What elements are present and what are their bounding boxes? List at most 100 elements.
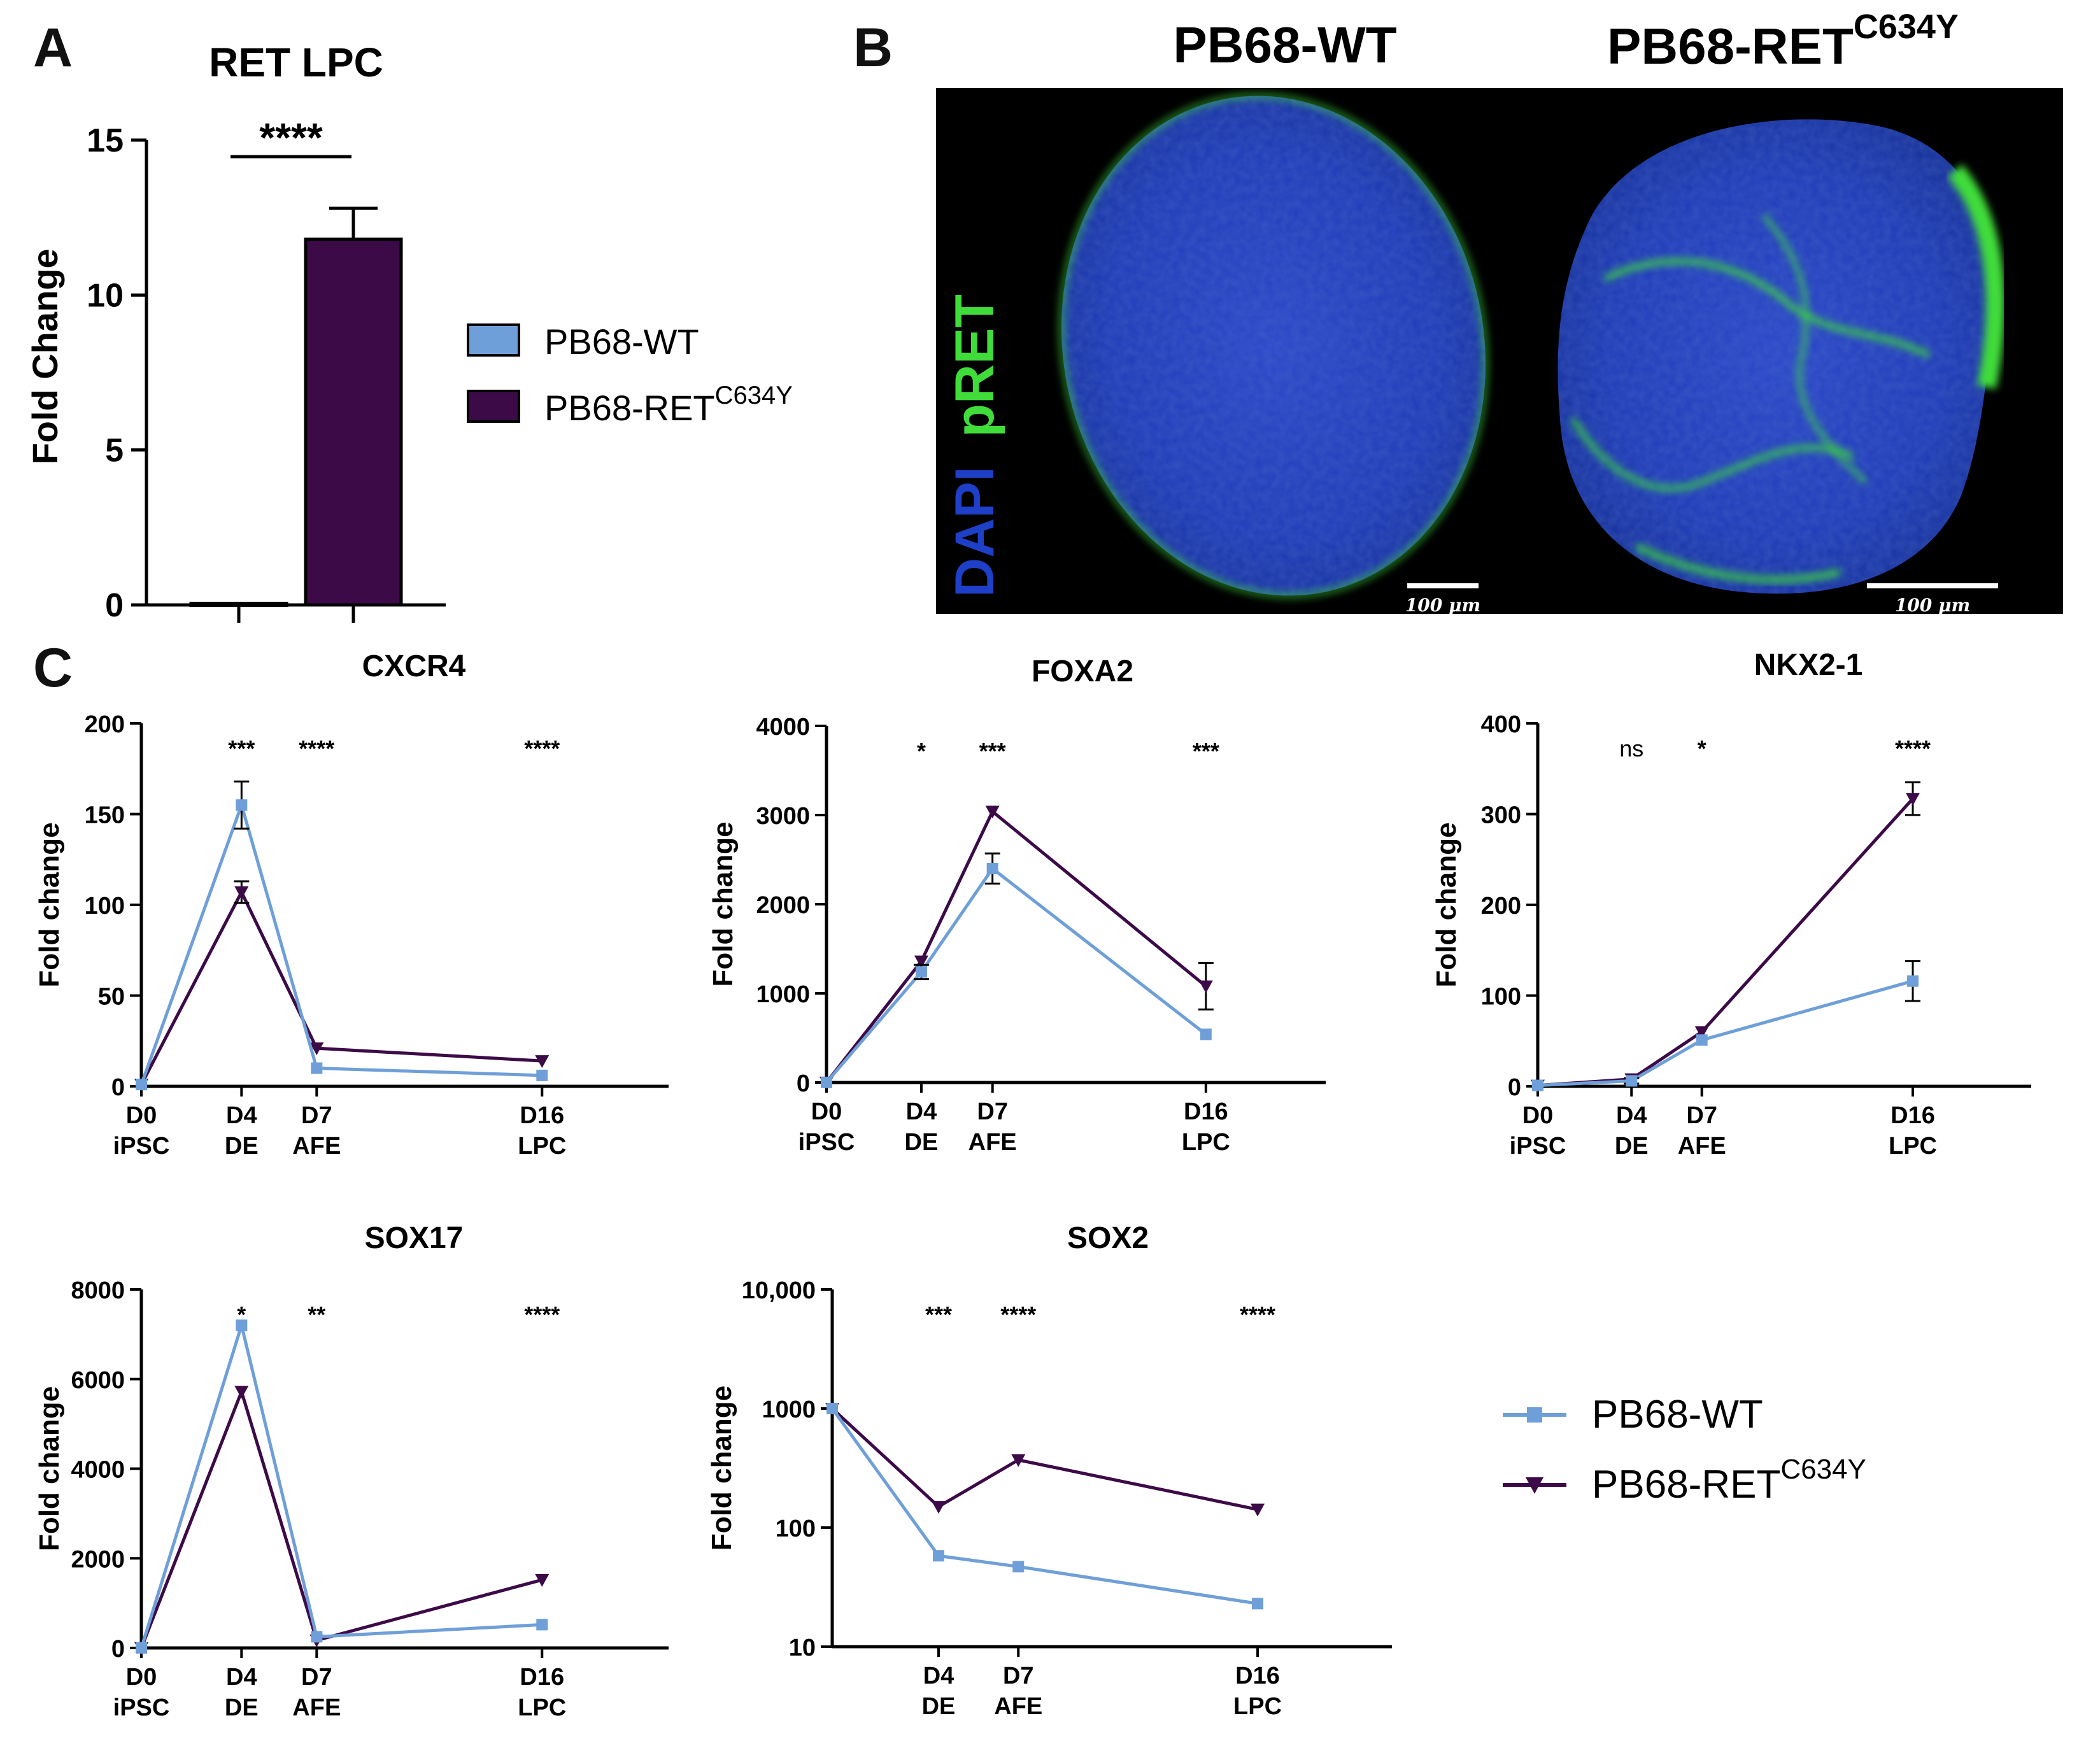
y-tick-label: 300: [1481, 802, 1521, 829]
micrograph-titles: PB68-WT PB68-RETC634Y: [1173, 8, 1959, 75]
line-legend: PB68-WT PB68-RETC634Y: [1503, 1393, 1866, 1507]
organoid-ret: [1557, 119, 2005, 594]
data-point-wt: [1907, 975, 1919, 987]
legend-swatch-ret: [467, 390, 520, 423]
x-tick-label: D4: [906, 1098, 937, 1125]
legend-marker-wt: [1527, 1407, 1542, 1423]
bar-chart: RET LPC Fold Change 0 5 10 15 **** PB68-WT P…: [25, 39, 793, 624]
chart-title: FOXA2: [1032, 655, 1133, 688]
data-point-ret: [1694, 1026, 1709, 1039]
x-tick-label: D4: [923, 1663, 954, 1689]
data-point-wt: [821, 1076, 832, 1088]
y-tick-label: 200: [1481, 893, 1521, 919]
data-point-ret: [1906, 793, 1920, 806]
bar-wt: [189, 602, 288, 607]
significance-marker: ****: [524, 1302, 560, 1328]
chart-ylabel: Fold change: [34, 1386, 65, 1551]
x-tick-label: AFE: [292, 1133, 341, 1160]
data-point-ret: [932, 1501, 946, 1514]
y-tick-label: 200: [85, 711, 125, 738]
x-tick-label: D7: [301, 1102, 332, 1129]
chart-nkx2-1: NKX2-1 Fold change 0 100 200 300 400 D0 iPSC D4 DE…: [1431, 648, 2031, 1160]
y-tick-label: 0: [111, 1074, 125, 1101]
data-point-wt: [236, 1319, 248, 1331]
bar-significance: ****: [259, 115, 323, 160]
series-line-ret: [139, 888, 543, 1086]
series-line-ret: [139, 1386, 543, 1649]
panel-label-c: C: [33, 637, 73, 699]
y-tick-label: 4000: [71, 1457, 125, 1484]
data-point-wt: [915, 966, 927, 978]
significance-marker: **: [308, 1302, 325, 1328]
significance-marker: ****: [524, 735, 560, 762]
x-tick-label: D7: [1686, 1102, 1717, 1129]
x-tick-label: D0: [1522, 1102, 1554, 1129]
series-line-ret: [825, 809, 1207, 1084]
x-tick-label: D16: [520, 1664, 564, 1691]
data-point-wt: [1012, 1561, 1025, 1573]
series-line-ret: [1537, 797, 1914, 1088]
data-point-ret: [309, 1042, 324, 1056]
data-point-wt: [136, 1079, 147, 1091]
bar-chart-title: RET LPC: [209, 39, 383, 85]
y-tick-label: 0: [797, 1070, 810, 1097]
chart-foxa2: FOXA2 Fold change 0 1000 2000 3000 4000 D0 iPSC D…: [707, 655, 1326, 1156]
x-tick-label: LPC: [1233, 1693, 1282, 1720]
significance-marker: *: [1698, 735, 1706, 762]
data-point-ret: [914, 955, 928, 969]
legend-marker-ret: [1526, 1477, 1543, 1494]
y-tick-label: 10: [789, 1635, 816, 1661]
x-tick-label: D16: [1235, 1663, 1280, 1689]
chart-title: SOX2: [1067, 1221, 1149, 1255]
y-tick-label: 150: [85, 802, 125, 829]
chart-ylabel: Fold change: [707, 821, 739, 986]
series-line-wt: [139, 800, 543, 1085]
x-tick-label: D16: [1184, 1098, 1228, 1125]
x-tick-label: D0: [811, 1098, 842, 1125]
series-line-ret: [831, 1407, 1258, 1511]
chart-title: SOX17: [365, 1221, 464, 1255]
y-tick-label: 6000: [71, 1367, 125, 1394]
y-tick-label: 8000: [71, 1277, 125, 1304]
x-tick-label: iPSC: [113, 1133, 170, 1160]
data-point-ret: [234, 886, 249, 900]
line-legend-label-wt: PB68-WT: [1592, 1393, 1763, 1437]
x-tick-label: AFE: [1678, 1133, 1726, 1160]
data-point-wt: [933, 1550, 945, 1562]
y-tick-label: 100: [776, 1515, 816, 1542]
scale-bar-label-ret: 100 μm: [1895, 595, 1970, 614]
x-tick-label: DE: [225, 1133, 259, 1160]
x-tick-label: DE: [922, 1693, 956, 1720]
x-tick-label: iPSC: [798, 1129, 855, 1156]
data-point-wt: [311, 1631, 323, 1643]
chart-sox17: SOX17 Fold change 0 2000 4000 6000 8000 D0 iPSC D…: [34, 1221, 669, 1721]
significance-marker: ****: [299, 735, 334, 762]
data-point-ret: [535, 1055, 550, 1068]
x-tick-label: D7: [1003, 1663, 1034, 1689]
x-tick-label: LPC: [1182, 1129, 1230, 1156]
bar-y-tick-label: 0: [105, 587, 124, 624]
data-point-ret: [1251, 1503, 1265, 1517]
y-tick-label: 10,000: [742, 1277, 816, 1304]
data-point-wt: [1252, 1598, 1264, 1610]
x-tick-label: D0: [126, 1664, 157, 1691]
data-point-wt: [827, 1403, 838, 1414]
y-tick-label: 2000: [756, 892, 810, 919]
chart-sox2: SOX2 Fold change 10 100 1000 10,000 D4 DE D7 AFE D…: [706, 1221, 1392, 1720]
micrograph-title-wt: PB68-WT: [1173, 17, 1396, 73]
organoid-wt: [1058, 92, 1489, 599]
significance-marker: ***: [925, 1302, 952, 1328]
x-tick-label: D4: [1616, 1102, 1647, 1129]
data-point-wt: [536, 1619, 548, 1631]
panel-label-b: B: [853, 17, 893, 78]
chart-ylabel: Fold change: [1431, 822, 1462, 987]
y-tick-label: 4000: [756, 714, 810, 741]
significance-marker: *: [917, 738, 926, 764]
data-point-wt: [136, 1642, 147, 1654]
legend-label-ret: PB68-RETC634Y: [544, 381, 793, 428]
data-point-wt: [1696, 1034, 1708, 1046]
x-tick-label: D16: [520, 1102, 564, 1129]
data-point-ret: [234, 1386, 249, 1399]
significance-marker: ****: [1000, 1302, 1036, 1328]
series-line-wt: [830, 1407, 1258, 1605]
